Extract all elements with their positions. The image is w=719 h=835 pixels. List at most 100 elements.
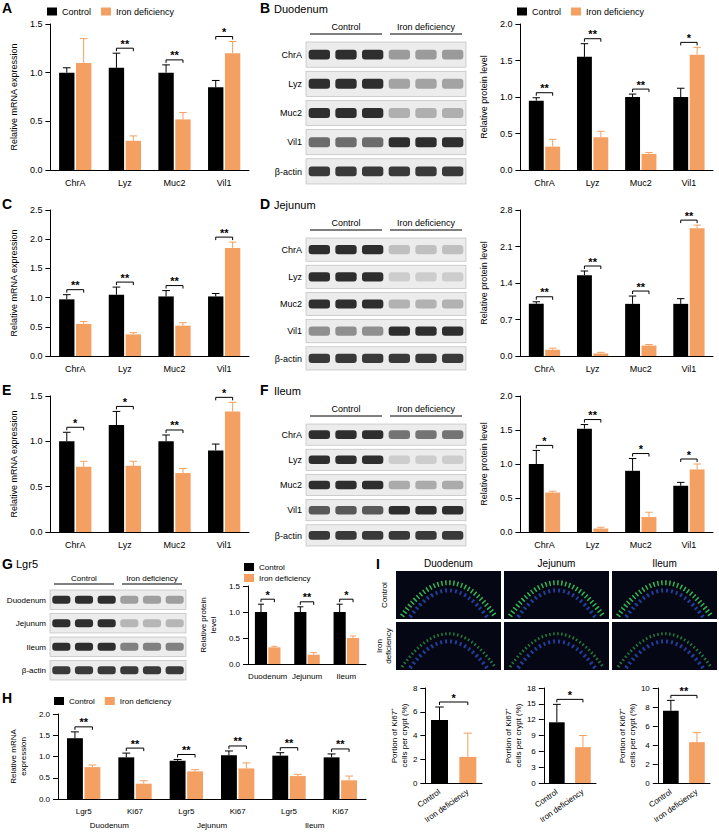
svg-text:Control: Control	[331, 218, 360, 228]
svg-text:Vil1: Vil1	[217, 364, 232, 374]
svg-text:0.5: 0.5	[500, 129, 513, 139]
svg-text:**: **	[680, 685, 689, 697]
svg-text:0.0: 0.0	[500, 527, 513, 537]
svg-text:0.5: 0.5	[30, 322, 43, 332]
svg-text:Ki67: Ki67	[127, 807, 144, 816]
svg-text:Portion of Ki67⁺: Portion of Ki67⁺	[618, 708, 627, 763]
svg-text:0: 0	[531, 779, 536, 788]
svg-text:Duodenum: Duodenum	[90, 821, 129, 830]
svg-text:2.0: 2.0	[39, 710, 51, 719]
svg-text:Muc2: Muc2	[280, 480, 302, 490]
svg-text:**: **	[588, 409, 597, 421]
svg-text:1.5: 1.5	[500, 425, 513, 435]
svg-text:β-actin: β-actin	[275, 354, 302, 364]
svg-text:Muc2: Muc2	[164, 364, 186, 374]
svg-text:*: *	[266, 589, 271, 601]
svg-text:*: *	[687, 449, 692, 461]
svg-text:6: 6	[413, 707, 418, 716]
svg-text:ChrA: ChrA	[65, 540, 86, 550]
svg-text:β-actin: β-actin	[275, 167, 302, 177]
svg-text:level: level	[209, 617, 218, 634]
svg-text:Relative mRNA: Relative mRNA	[9, 729, 18, 784]
svg-text:0.5: 0.5	[39, 773, 51, 782]
svg-text:**: **	[79, 716, 88, 728]
svg-text:2: 2	[645, 760, 650, 769]
svg-text:Lyz: Lyz	[288, 272, 302, 282]
svg-text:Relative mRNA expression: Relative mRNA expression	[9, 43, 19, 150]
svg-text:*: *	[222, 387, 227, 399]
svg-text:ChrA: ChrA	[534, 540, 555, 550]
svg-text:**: **	[170, 49, 179, 61]
svg-text:Ileum: Ileum	[652, 558, 676, 569]
svg-text:Lgr5: Lgr5	[281, 807, 298, 816]
svg-text:Ileum: Ileum	[337, 672, 357, 681]
svg-text:1.0: 1.0	[30, 68, 43, 78]
svg-text:ChrA: ChrA	[281, 50, 302, 60]
svg-text:*: *	[687, 32, 692, 44]
svg-text:**: **	[588, 256, 597, 268]
svg-text:2: 2	[413, 755, 418, 764]
svg-text:1.4: 1.4	[500, 278, 513, 288]
svg-text:Lyz: Lyz	[118, 540, 132, 550]
svg-text:Vil1: Vil1	[217, 178, 232, 188]
svg-text:Muc2: Muc2	[280, 299, 302, 309]
svg-text:Control: Control	[380, 582, 389, 608]
svg-text:Control: Control	[331, 22, 360, 32]
svg-text:Duodenum: Duodenum	[248, 672, 287, 681]
svg-text:*: *	[452, 692, 457, 704]
svg-text:Lyz: Lyz	[288, 79, 302, 89]
svg-text:Jejunum: Jejunum	[16, 619, 47, 628]
svg-text:Muc2: Muc2	[164, 540, 186, 550]
svg-text:ChrA: ChrA	[534, 364, 555, 374]
svg-text:*: *	[344, 589, 349, 601]
svg-text:Muc2: Muc2	[630, 540, 652, 550]
svg-text:Iron deficiency: Iron deficiency	[586, 7, 645, 17]
svg-text:Relative protein level: Relative protein level	[479, 55, 489, 139]
svg-text:Ki67: Ki67	[332, 807, 349, 816]
svg-text:Iron deficiency: Iron deficiency	[652, 787, 699, 824]
svg-text:Ki67: Ki67	[230, 807, 247, 816]
svg-text:0.5: 0.5	[229, 634, 241, 643]
svg-text:Control: Control	[69, 697, 95, 706]
svg-text:2.5: 2.5	[30, 205, 43, 215]
svg-text:Irondeficiency: Irondeficiency	[375, 628, 393, 664]
svg-text:Control: Control	[532, 7, 561, 17]
svg-text:0.0: 0.0	[500, 165, 513, 175]
svg-text:1.0: 1.0	[39, 752, 51, 761]
svg-text:**: **	[336, 738, 345, 750]
svg-text:Lyz: Lyz	[586, 364, 600, 374]
svg-text:Iron deficiency: Iron deficiency	[116, 7, 175, 17]
svg-text:**: **	[220, 227, 229, 239]
svg-text:0.0: 0.0	[39, 795, 51, 804]
svg-text:2.1: 2.1	[500, 242, 513, 252]
svg-text:Jejunum: Jejunum	[274, 199, 316, 211]
svg-text:**: **	[121, 38, 130, 50]
svg-text:0.0: 0.0	[30, 527, 43, 537]
svg-text:**: **	[170, 275, 179, 287]
svg-text:**: **	[303, 591, 312, 603]
svg-text:0.5: 0.5	[30, 116, 43, 126]
svg-text:1.0: 1.0	[229, 608, 241, 617]
svg-text:Jejunum: Jejunum	[292, 672, 323, 681]
svg-text:**: **	[71, 279, 80, 291]
svg-text:8: 8	[413, 684, 418, 693]
svg-text:Vil1: Vil1	[681, 540, 696, 550]
svg-text:2.0: 2.0	[30, 234, 43, 244]
svg-text:β-actin: β-actin	[22, 666, 46, 675]
svg-text:0.5: 0.5	[30, 482, 43, 492]
svg-text:*: *	[123, 396, 128, 408]
svg-text:Control: Control	[331, 404, 360, 414]
svg-text:0.5: 0.5	[500, 493, 513, 503]
svg-text:Lgr5: Lgr5	[178, 807, 195, 816]
svg-text:2.8: 2.8	[500, 205, 513, 215]
svg-text:**: **	[685, 210, 694, 222]
svg-text:0.0: 0.0	[229, 660, 241, 669]
svg-text:Vil1: Vil1	[681, 178, 696, 188]
svg-text:Jejunum: Jejunum	[197, 821, 228, 830]
svg-text:Muc2: Muc2	[164, 178, 186, 188]
svg-text:Duodenum: Duodenum	[424, 558, 473, 569]
svg-text:ChrA: ChrA	[534, 178, 555, 188]
svg-text:Control: Control	[62, 7, 91, 17]
svg-text:Ileum: Ileum	[305, 821, 325, 830]
svg-text:Portion of Ki67⁺: Portion of Ki67⁺	[504, 708, 513, 763]
